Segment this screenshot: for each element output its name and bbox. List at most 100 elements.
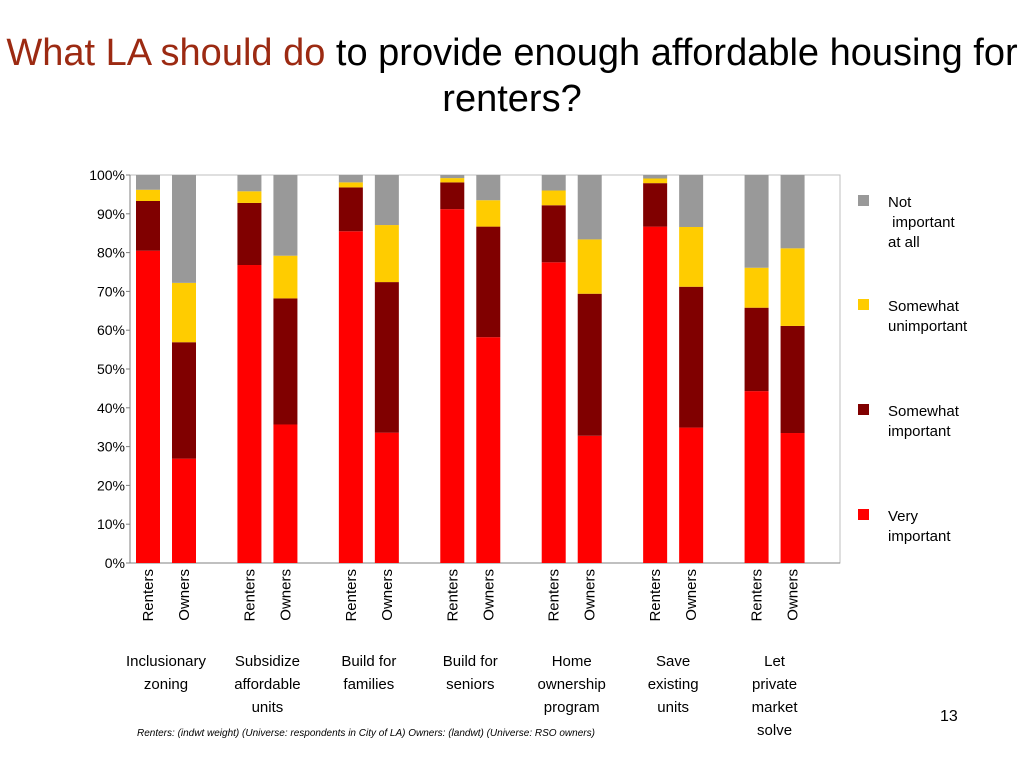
group-label-line: existing	[647, 676, 699, 693]
group-label: Let private market solve	[725, 650, 825, 742]
bar-label-renters: Renters	[647, 569, 664, 622]
bar-segment-somewhat-unimportant	[577, 239, 602, 294]
group-label-line: units	[251, 699, 284, 716]
group-label-line: zoning	[143, 676, 189, 693]
group-label-line: Let	[764, 653, 785, 670]
bar-segment-somewhat-unimportant	[643, 178, 668, 184]
bar-segment-somewhat-important	[338, 187, 363, 232]
bar-segment-not-important	[679, 175, 704, 227]
bar-label-renters: Renters	[749, 569, 766, 622]
bar-label-renters: Renters	[444, 569, 461, 622]
bar-segment-very-important	[273, 424, 298, 563]
bar-segment-very-important	[679, 427, 704, 563]
group-label-line: units	[657, 699, 689, 716]
legend-swatch	[858, 404, 869, 415]
bar-segment-somewhat-unimportant	[136, 189, 160, 201]
bar-segment-somewhat-unimportant	[237, 191, 262, 203]
slide-title: What LA should do to provide enough affo…	[0, 30, 1024, 122]
page-number: 13	[940, 708, 958, 725]
legend-label: Very important	[888, 508, 951, 545]
bar-segment-somewhat-important	[237, 202, 262, 266]
group-label: Inclusionary zoning	[116, 650, 216, 696]
bar-segment-somewhat-important	[273, 298, 298, 425]
bar-label-owners: Owners	[379, 569, 396, 621]
bar-segment-somewhat-unimportant	[780, 248, 805, 326]
y-tick-label: 40%	[97, 400, 125, 416]
legend-label: Somewhat unimportant	[888, 298, 968, 335]
bar-segment-somewhat-important	[136, 200, 160, 251]
group-label-line: families	[343, 676, 395, 693]
title-rest: to provide enough affordable housing for…	[335, 32, 1018, 120]
bar-segment-very-important	[643, 226, 668, 563]
y-tick-label: 20%	[97, 477, 125, 493]
bar-segment-very-important	[237, 265, 262, 563]
group-label-line: Home	[551, 653, 592, 670]
bar-segment-not-important	[577, 175, 602, 240]
bar-segment-not-important	[643, 175, 668, 179]
bar-segment-not-important	[476, 175, 501, 201]
bar-segment-somewhat-unimportant	[440, 178, 465, 183]
bar-segment-not-important	[541, 175, 566, 191]
legend-label: Somewhat important	[888, 403, 959, 440]
y-tick-label: 70%	[97, 283, 125, 299]
bar-segment-very-important	[476, 337, 501, 563]
y-tick-label: 50%	[97, 361, 125, 377]
bar-segment-somewhat-unimportant	[338, 182, 363, 188]
bar-segment-somewhat-important	[679, 286, 704, 428]
group-label-line: ownership	[537, 676, 606, 693]
bar-label-renters: Renters	[241, 569, 258, 622]
group-label-line: Build for	[442, 653, 498, 670]
bar-segment-somewhat-important	[172, 342, 196, 459]
footnote: Renters: (indwt weight) (Universe: respo…	[137, 728, 595, 739]
y-tick-label: 100%	[89, 167, 125, 183]
bar-segment-somewhat-unimportant	[172, 282, 196, 343]
group-label-line: Subsidize	[234, 653, 300, 670]
bar-segment-not-important	[237, 175, 262, 192]
group-label-line: seniors	[446, 676, 495, 693]
bar-segment-not-important	[273, 175, 298, 256]
bar-segment-not-important	[172, 175, 196, 283]
group-label: Build for seniors	[420, 650, 520, 696]
bar-label-owners: Owners	[785, 569, 802, 621]
bar-segment-not-important	[440, 175, 465, 179]
bar-segment-not-important	[780, 175, 805, 249]
bar-segment-somewhat-important	[744, 307, 769, 392]
bar-segment-very-important	[374, 432, 399, 563]
bar-segment-somewhat-important	[780, 325, 805, 434]
group-label-line: Build for	[341, 653, 397, 670]
group-label-line: solve	[757, 722, 793, 739]
bar-segment-very-important	[541, 262, 566, 563]
bar-segment-somewhat-important	[374, 282, 399, 433]
bar-label-renters: Renters	[546, 569, 563, 622]
title-highlight: What LA should do	[6, 32, 326, 74]
y-tick-label: 10%	[97, 516, 125, 532]
bar-segment-very-important	[136, 250, 160, 563]
bar-segment-somewhat-important	[440, 182, 465, 210]
legend-label: Not important at all	[888, 194, 955, 251]
group-label: Build for families	[319, 650, 419, 696]
group-label-line: Save	[656, 653, 691, 670]
bar-label-renters: Renters	[343, 569, 360, 622]
bar-segment-somewhat-important	[643, 183, 668, 227]
bar-segment-somewhat-unimportant	[374, 225, 399, 283]
bar-segment-somewhat-unimportant	[541, 190, 566, 206]
group-label-line: Inclusionary	[125, 653, 207, 670]
bar-segment-very-important	[440, 209, 465, 564]
bar-segment-somewhat-unimportant	[476, 200, 501, 227]
bar-segment-very-important	[338, 231, 363, 563]
y-tick-label: 30%	[97, 439, 125, 455]
group-label-line: affordable	[234, 676, 301, 693]
bar-label-owners: Owners	[582, 569, 599, 621]
bar-segment-not-important	[136, 175, 160, 190]
bar-segment-not-important	[338, 175, 363, 183]
legend-swatch	[858, 509, 869, 520]
bar-segment-not-important	[744, 175, 769, 268]
bar-label-owners: Owners	[176, 569, 193, 621]
group-label-line: private	[752, 676, 798, 693]
group-label: Save existing units	[623, 650, 723, 719]
bar-segment-somewhat-important	[577, 293, 602, 436]
y-tick-label: 0%	[105, 555, 125, 571]
bar-segment-very-important	[577, 435, 602, 563]
group-label-line: market	[751, 699, 798, 716]
